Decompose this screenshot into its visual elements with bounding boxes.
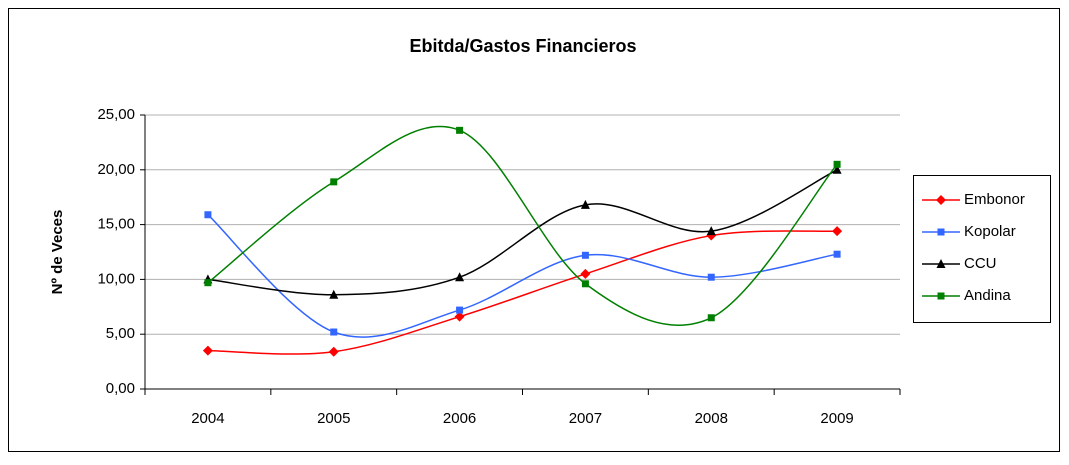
marker bbox=[329, 289, 339, 299]
x-tick-label: 2009 bbox=[820, 410, 853, 427]
marker bbox=[581, 280, 589, 288]
marker bbox=[833, 160, 841, 168]
y-axis-label: Nº de Veces bbox=[49, 210, 66, 295]
legend-label: Kopolar bbox=[964, 223, 1016, 240]
marker bbox=[936, 259, 946, 268]
y-tick-label: 20,00 bbox=[97, 161, 135, 178]
x-tick-label: 2007 bbox=[569, 410, 602, 427]
x-tick-label: 2005 bbox=[317, 410, 350, 427]
marker bbox=[707, 314, 715, 322]
y-tick-label: 5,00 bbox=[106, 325, 135, 342]
marker bbox=[454, 311, 465, 322]
marker bbox=[833, 250, 841, 258]
y-tick-label: 10,00 bbox=[97, 270, 135, 287]
marker bbox=[580, 268, 591, 279]
series-line bbox=[207, 125, 838, 326]
legend-label: Andina bbox=[964, 287, 1011, 304]
x-tick-label: 2006 bbox=[443, 410, 476, 427]
x-tick-label: 2008 bbox=[695, 410, 728, 427]
marker bbox=[936, 195, 946, 205]
marker bbox=[707, 273, 715, 281]
marker bbox=[581, 251, 589, 259]
series-line bbox=[207, 230, 838, 355]
marker bbox=[580, 199, 590, 209]
legend-label: Embonor bbox=[964, 191, 1025, 208]
marker bbox=[204, 279, 212, 287]
y-tick-label: 0,00 bbox=[106, 380, 135, 397]
legend-label: CCU bbox=[964, 255, 997, 272]
y-tick-label: 15,00 bbox=[97, 216, 135, 233]
marker bbox=[706, 226, 716, 236]
marker bbox=[330, 178, 338, 186]
y-tick-label: 25,00 bbox=[97, 106, 135, 123]
marker bbox=[455, 272, 465, 282]
x-tick-label: 2004 bbox=[191, 410, 224, 427]
marker bbox=[456, 306, 464, 314]
marker bbox=[330, 328, 338, 336]
marker bbox=[456, 126, 464, 134]
marker bbox=[204, 211, 212, 219]
marker bbox=[937, 292, 945, 300]
series-line bbox=[207, 169, 838, 296]
marker bbox=[202, 345, 213, 356]
chart-title: Ebitda/Gastos Financieros bbox=[409, 36, 636, 56]
series-line bbox=[207, 214, 838, 338]
marker bbox=[832, 226, 843, 237]
marker bbox=[937, 228, 945, 236]
marker bbox=[328, 346, 339, 357]
marker bbox=[832, 164, 842, 174]
